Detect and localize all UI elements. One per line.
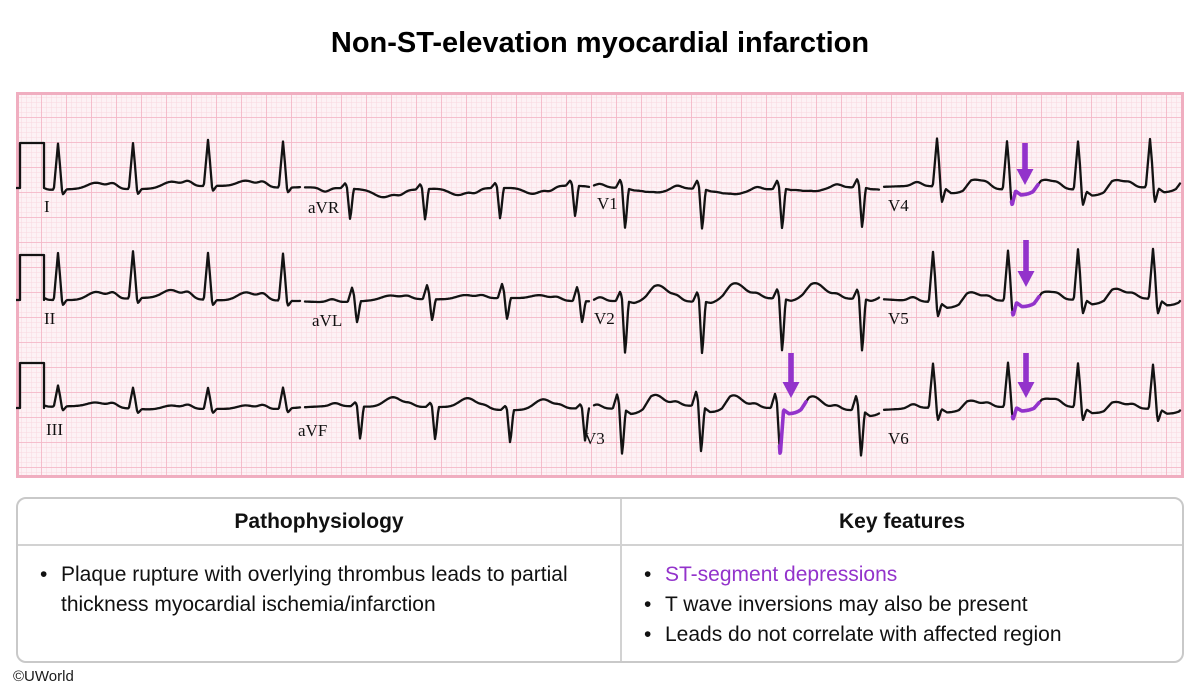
st-segment-highlight xyxy=(1010,294,1041,317)
header-key-features: Key features xyxy=(838,509,966,533)
ecg-trace-row xyxy=(14,361,1182,457)
ecg-trace-row xyxy=(14,137,1182,230)
ecg-lead-label: aVL xyxy=(312,311,342,330)
ecg-lead-label: V2 xyxy=(594,309,615,328)
st-depression-arrow xyxy=(1017,353,1035,398)
list-item: Plaque rupture with overlying thrombus l… xyxy=(40,560,610,620)
ecg-lead-label: V6 xyxy=(888,429,909,448)
ecg-grid-border xyxy=(16,92,1184,478)
table-body-row: Plaque rupture with overlying thrombus l… xyxy=(18,546,1182,661)
st-depression-arrow xyxy=(782,353,800,398)
st-depression-arrow xyxy=(1016,143,1034,185)
ecg-lead-label: I xyxy=(44,197,50,216)
ecg-trace-row xyxy=(14,247,1182,355)
page-title: Non-ST-elevation myocardial infarction xyxy=(330,27,870,59)
cell-pathophysiology: Plaque rupture with overlying thrombus l… xyxy=(18,546,622,661)
list-item: Leads do not correlate with affected reg… xyxy=(644,620,1172,650)
st-segment-highlight xyxy=(1009,182,1040,207)
ecg-lead-label: V1 xyxy=(597,194,618,213)
list-item: ST-segment depressions xyxy=(644,560,1172,590)
table-header-row: Pathophysiology Key features xyxy=(18,499,1182,546)
ecg-lead-label: V4 xyxy=(888,196,909,215)
ecg-lead-label: aVF xyxy=(298,421,327,440)
header-pathophysiology: Pathophysiology xyxy=(18,499,622,544)
st-segment-highlight xyxy=(1010,400,1041,421)
ecg-lead-label: aVR xyxy=(308,198,340,217)
st-depression-arrow xyxy=(1017,240,1035,287)
ecg-lead-label: II xyxy=(44,309,56,328)
st-segment-highlight xyxy=(777,400,808,455)
ecg-lead-label: III xyxy=(46,420,63,439)
list-item: T wave inversions may also be present xyxy=(644,590,1172,620)
summary-table: Pathophysiology Key features Plaque rupt… xyxy=(16,497,1184,663)
cell-key-features: ST-segment depressions T wave inversions… xyxy=(622,546,1182,661)
ecg-lead-label: V3 xyxy=(584,429,605,448)
copyright-label: ©UWorld xyxy=(13,668,74,685)
ecg-lead-label: V5 xyxy=(888,309,909,328)
